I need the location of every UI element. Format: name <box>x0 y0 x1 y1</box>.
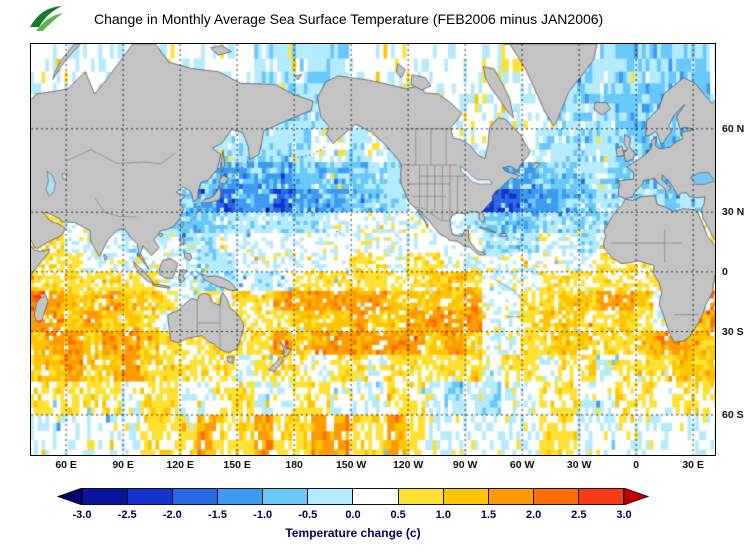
lat-label: 0 <box>722 265 728 278</box>
lat-label: 30 S <box>722 325 744 338</box>
colorbar-tick: -0.5 <box>298 509 318 521</box>
colorbar-tick: 1.0 <box>435 509 451 521</box>
colorbar-segment <box>262 489 308 504</box>
colorbar-segment <box>217 489 263 504</box>
lon-label: 60 E <box>55 459 77 471</box>
colorbar-tick: -1.5 <box>208 509 227 521</box>
colorbar: -3.0 -2.5 -2.0 -1.5 -1.0 -0.5 0.0 0.5 1.0 1.5 2.0 2… <box>57 488 649 548</box>
page-title: Change in Monthly Average Sea Surface Te… <box>94 11 604 27</box>
colorbar-segment <box>127 489 173 504</box>
lon-label: 150 W <box>335 459 367 471</box>
colorbar-segment <box>442 489 488 504</box>
lat-label: 60 S <box>722 408 744 421</box>
colorbar-segment <box>487 489 533 504</box>
colorbar-tick: 2.5 <box>571 509 587 521</box>
lon-label: 150 E <box>223 459 251 471</box>
colorbar-segment <box>577 489 623 504</box>
lon-label: 120 W <box>392 459 424 471</box>
colorbar-tick: 0.5 <box>390 509 406 521</box>
lat-label: 30 N <box>722 206 745 219</box>
colorbar-tick: -2.0 <box>162 509 182 521</box>
colorbar-segment <box>307 489 353 504</box>
sst-map-canvas <box>31 44 715 455</box>
lon-label: 120 E <box>166 459 194 471</box>
agency-logo <box>30 6 63 31</box>
lon-label: 30 W <box>566 459 592 471</box>
colorbar-right-arrow <box>624 488 649 505</box>
colorbar-title: Temperature change (c) <box>285 526 421 540</box>
logo-leaf-light <box>36 13 63 31</box>
colorbar-tick: 0.0 <box>345 509 361 521</box>
logo-leaf-dark <box>30 6 62 27</box>
colorbar-tick: -1.0 <box>253 509 273 521</box>
colorbar-segment <box>352 489 398 504</box>
lon-label: 60 W <box>509 459 535 471</box>
colorbar-left-arrow <box>57 488 82 505</box>
lon-label: 90 W <box>452 459 478 471</box>
lat-label: 60 N <box>722 122 745 135</box>
lon-label: 0 <box>633 459 640 471</box>
colorbar-tick: 3.0 <box>616 509 632 521</box>
lon-label: 180 <box>285 459 303 471</box>
colorbar-segment <box>397 489 443 504</box>
lon-label: 90 E <box>112 459 134 471</box>
colorbar-scale <box>82 488 624 505</box>
colorbar-segment <box>172 489 218 504</box>
colorbar-tick: 1.5 <box>480 509 497 521</box>
colorbar-segment <box>83 489 128 504</box>
lon-label: 30 E <box>682 459 704 471</box>
colorbar-segment <box>532 489 578 504</box>
colorbar-tick: 2.0 <box>526 509 542 521</box>
colorbar-tick: -3.0 <box>72 509 92 521</box>
colorbar-tick: -2.5 <box>117 509 137 521</box>
sst-map-frame <box>30 43 716 456</box>
